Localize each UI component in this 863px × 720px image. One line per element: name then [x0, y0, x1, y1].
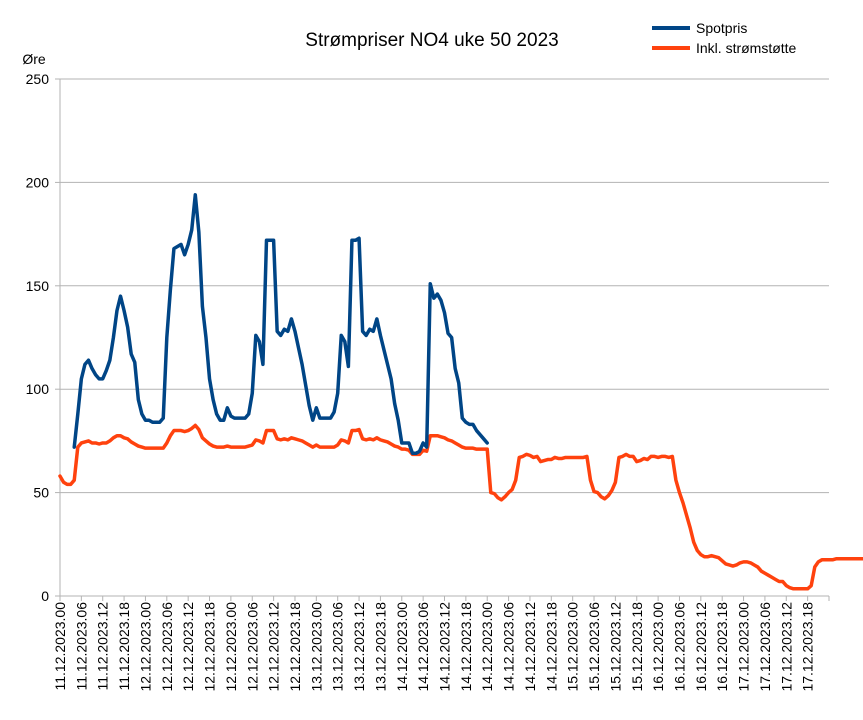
x-tick-label: 13.12.2023.12 [351, 602, 367, 692]
x-tick-label: 17.12.2023.06 [757, 602, 773, 692]
y-tick-label: 100 [26, 381, 50, 397]
x-tick-label: 11.12.2023.12 [95, 602, 111, 691]
x-tick-label: 16.12.2023.18 [714, 602, 730, 692]
series-line-spotpris [72, 193, 489, 456]
y-tick-label: 0 [41, 588, 49, 604]
x-tick-label: 12.12.2023.06 [159, 602, 175, 692]
x-axis-ticks: 11.12.2023.00 11.12.2023.06 11.12.2023.12 1… [52, 596, 830, 692]
x-tick-label: 16.12.2023.00 [650, 602, 666, 692]
x-tick-label: 17.12.2023.18 [800, 602, 816, 692]
x-tick-label: 15.12.2023.12 [607, 602, 623, 692]
y-axis-ticks: 0 50 100 150 200 250 [26, 71, 60, 604]
x-tick-label: 12.12.2023.00 [223, 602, 239, 692]
x-tick-label: 14.12.2023.18 [458, 602, 474, 692]
x-tick-label: 14.12.2023.12 [522, 602, 538, 692]
legend: Spotpris Inkl. strømstøtte [652, 20, 797, 56]
x-tick-label: 15.12.2023.00 [565, 602, 581, 692]
chart-title: Strømpriser NO4 uke 50 2023 [305, 30, 558, 51]
x-tick-label: 14.12.2023.18 [543, 602, 559, 692]
x-tick-label: 15.12.2023.18 [629, 602, 645, 692]
x-tick-label: 16.12.2023.12 [693, 602, 709, 692]
series [58, 193, 863, 591]
y-axis-label: Øre [22, 51, 46, 67]
x-tick-label: 11.12.2023.06 [73, 602, 89, 691]
legend-label-inkl-stromstotte: Inkl. strømstøtte [696, 40, 797, 56]
x-tick-label: 13.12.2023.06 [330, 602, 346, 692]
x-tick-label: 13.12.2023.00 [308, 602, 324, 692]
y-tick-label: 200 [26, 174, 50, 190]
x-tick-label: 12.12.2023.06 [244, 602, 260, 692]
x-tick-label: 17.12.2023.12 [778, 602, 794, 692]
x-tick-label: 11.12.2023.00 [52, 602, 68, 691]
x-tick-label: 14.12.2023.00 [479, 602, 495, 692]
legend-label-spotpris: Spotpris [696, 20, 747, 36]
x-tick-label: 16.12.2023.06 [671, 602, 687, 692]
x-tick-label: 12.12.2023.18 [202, 602, 218, 692]
x-tick-label: 14.12.2023.00 [394, 602, 410, 692]
x-tick-label: 17.12.2023.00 [736, 602, 752, 692]
y-tick-label: 50 [33, 485, 49, 501]
x-tick-label: 11.12.2023.18 [116, 602, 132, 691]
x-tick-label: 12.12.2023.12 [266, 602, 282, 692]
series-line-inkl-stromstotte [58, 423, 863, 591]
x-tick-label: 12.12.2023.18 [287, 602, 303, 692]
gridlines [59, 78, 829, 597]
y-tick-label: 250 [26, 71, 50, 87]
x-tick-label: 13.12.2023.18 [372, 602, 388, 692]
x-tick-label: 14.12.2023.06 [415, 602, 431, 692]
x-tick-label: 14.12.2023.12 [437, 602, 453, 692]
y-tick-label: 150 [26, 278, 50, 294]
x-tick-label: 12.12.2023.00 [137, 602, 153, 692]
x-tick-label: 14.12.2023.06 [501, 602, 517, 692]
x-tick-label: 15.12.2023.06 [586, 602, 602, 692]
x-tick-label: 12.12.2023.12 [180, 602, 196, 692]
